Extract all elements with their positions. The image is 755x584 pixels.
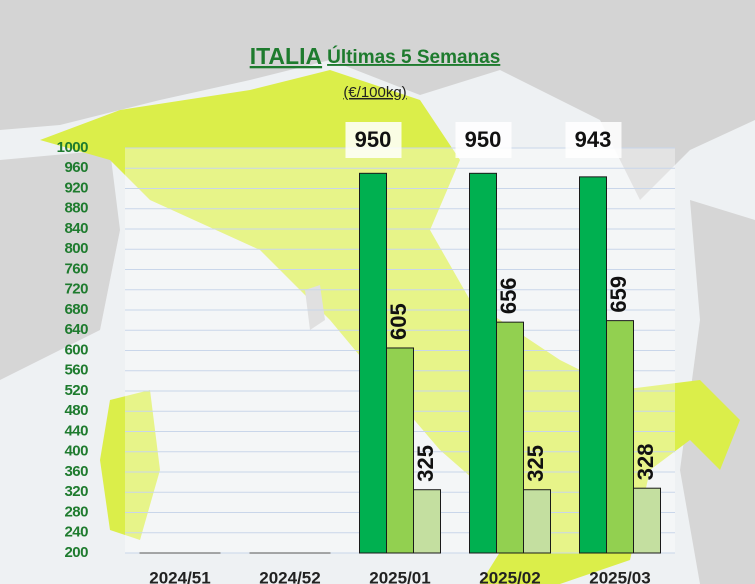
y-tick-label: 280 [64, 503, 88, 520]
y-tick-label: 640 [64, 321, 88, 338]
chart-subtitle: (€/100kg) [343, 84, 406, 101]
y-tick-label: 840 [64, 220, 88, 237]
value-label: 325 [523, 445, 548, 482]
y-tick-label: 320 [64, 483, 88, 500]
y-tick-label: 240 [64, 524, 88, 541]
title-rest: Últimas 5 Semanas [327, 46, 500, 68]
y-tick-label: 680 [64, 301, 88, 318]
x-tick-label: 2025/02 [479, 568, 540, 584]
y-tick-label: 560 [64, 362, 88, 379]
bar [523, 489, 551, 554]
value-label: 950 [465, 127, 502, 152]
bar [386, 347, 414, 554]
value-label-box [455, 122, 512, 158]
bar [633, 487, 661, 554]
y-tick-label: 760 [64, 260, 88, 277]
y-tick-label: 880 [64, 200, 88, 217]
y-tick-label: 400 [64, 443, 88, 460]
value-label: 328 [633, 443, 658, 480]
bar [606, 320, 634, 554]
value-label: 659 [606, 276, 631, 313]
x-tick-label: 2024/51 [149, 568, 210, 584]
y-tick-label: 1000 [57, 139, 89, 156]
x-tick-label: 2024/52 [259, 568, 320, 584]
bar [579, 176, 607, 554]
y-tick-label: 520 [64, 382, 88, 399]
value-label-box [565, 122, 622, 158]
y-tick-label: 920 [64, 179, 88, 196]
value-label: 605 [386, 303, 411, 340]
y-tick-label: 360 [64, 463, 88, 480]
value-label: 943 [575, 127, 612, 152]
y-tick-label: 480 [64, 402, 88, 419]
bar [469, 172, 497, 554]
value-label: 656 [496, 277, 521, 314]
chart-title: ITALIA Últimas 5 Semanas [250, 43, 501, 69]
bar [413, 489, 441, 554]
value-label: 950 [355, 127, 392, 152]
bar [496, 321, 524, 554]
y-tick-label: 600 [64, 341, 88, 358]
value-label: 325 [413, 445, 438, 482]
title-main: ITALIA [250, 43, 322, 69]
value-label-box [345, 122, 402, 158]
y-tick-label: 200 [64, 544, 88, 561]
x-tick-label: 2025/01 [369, 568, 430, 584]
y-tick-label: 960 [64, 159, 88, 176]
bar [359, 172, 387, 554]
y-tick-label: 440 [64, 422, 88, 439]
y-tick-label: 800 [64, 240, 88, 257]
y-tick-label: 720 [64, 281, 88, 298]
x-tick-label: 2025/03 [589, 568, 650, 584]
